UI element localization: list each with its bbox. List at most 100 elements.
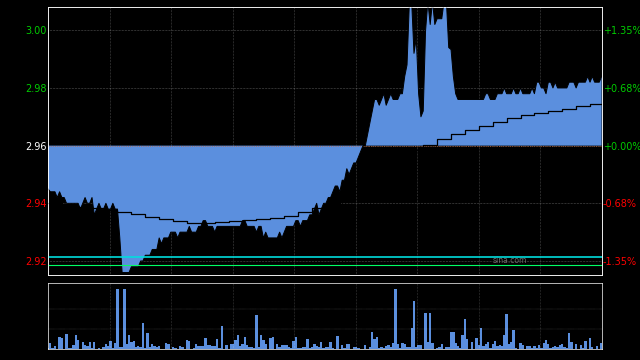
- Bar: [429, 313, 431, 349]
- Bar: [232, 344, 234, 349]
- Bar: [397, 344, 399, 349]
- Bar: [378, 348, 380, 349]
- Bar: [313, 344, 316, 349]
- Bar: [294, 337, 297, 349]
- Bar: [148, 347, 151, 349]
- Bar: [61, 338, 63, 349]
- Bar: [137, 346, 140, 349]
- Bar: [424, 313, 427, 349]
- Bar: [202, 346, 204, 349]
- Bar: [406, 347, 408, 349]
- Bar: [510, 342, 513, 349]
- Bar: [427, 342, 429, 349]
- Bar: [179, 346, 181, 349]
- Bar: [591, 347, 593, 349]
- Bar: [207, 345, 209, 349]
- Bar: [483, 346, 484, 349]
- Bar: [77, 340, 79, 349]
- Bar: [536, 348, 538, 349]
- Bar: [561, 343, 563, 349]
- Bar: [452, 332, 454, 349]
- Bar: [506, 314, 508, 349]
- Bar: [420, 345, 422, 349]
- Bar: [93, 342, 95, 349]
- Bar: [107, 346, 109, 349]
- Bar: [461, 335, 464, 349]
- Bar: [582, 347, 584, 349]
- Bar: [290, 348, 292, 349]
- Bar: [84, 345, 86, 349]
- Bar: [297, 348, 300, 349]
- Bar: [584, 341, 586, 349]
- Bar: [91, 348, 93, 349]
- Bar: [193, 348, 195, 349]
- Bar: [431, 343, 434, 349]
- Bar: [65, 334, 68, 349]
- Bar: [513, 330, 515, 349]
- Bar: [343, 347, 346, 349]
- Bar: [58, 337, 61, 349]
- Bar: [140, 347, 142, 349]
- Bar: [392, 343, 394, 349]
- Bar: [244, 337, 246, 349]
- Bar: [484, 345, 487, 349]
- Bar: [258, 347, 260, 349]
- Bar: [552, 347, 554, 349]
- Bar: [464, 319, 466, 349]
- Bar: [477, 345, 480, 349]
- Bar: [440, 345, 443, 349]
- Bar: [221, 326, 223, 349]
- Bar: [283, 345, 285, 349]
- Bar: [575, 344, 577, 349]
- Bar: [132, 341, 135, 349]
- Bar: [174, 348, 177, 349]
- Bar: [563, 347, 566, 349]
- Bar: [135, 347, 137, 349]
- Bar: [339, 348, 341, 349]
- Bar: [204, 338, 207, 349]
- Bar: [124, 289, 125, 349]
- Bar: [214, 346, 216, 349]
- Bar: [260, 335, 262, 349]
- Bar: [487, 342, 489, 349]
- Bar: [394, 289, 397, 349]
- Bar: [494, 341, 496, 349]
- Bar: [353, 347, 355, 349]
- Bar: [503, 335, 506, 349]
- Bar: [316, 346, 318, 349]
- Bar: [445, 347, 447, 349]
- Bar: [436, 348, 438, 349]
- Bar: [264, 343, 267, 349]
- Bar: [489, 348, 492, 349]
- Bar: [248, 347, 251, 349]
- Bar: [98, 348, 100, 349]
- Bar: [526, 346, 529, 349]
- Bar: [311, 347, 313, 349]
- Bar: [118, 347, 121, 349]
- Bar: [158, 346, 161, 349]
- Bar: [376, 337, 378, 349]
- Bar: [154, 346, 156, 349]
- Bar: [371, 332, 374, 349]
- Bar: [538, 345, 540, 349]
- Bar: [186, 340, 188, 349]
- Bar: [167, 344, 170, 349]
- Bar: [454, 343, 457, 349]
- Bar: [529, 346, 531, 349]
- Bar: [292, 341, 294, 349]
- Bar: [100, 348, 102, 349]
- Bar: [554, 346, 556, 349]
- Bar: [142, 323, 144, 349]
- Bar: [255, 315, 258, 349]
- Bar: [116, 289, 118, 349]
- Bar: [318, 347, 320, 349]
- Bar: [88, 342, 91, 349]
- Bar: [237, 336, 239, 349]
- Bar: [556, 347, 559, 349]
- Bar: [374, 339, 376, 349]
- Bar: [543, 343, 545, 349]
- Bar: [540, 348, 543, 349]
- Bar: [251, 347, 253, 349]
- Bar: [533, 346, 536, 349]
- Bar: [301, 347, 304, 349]
